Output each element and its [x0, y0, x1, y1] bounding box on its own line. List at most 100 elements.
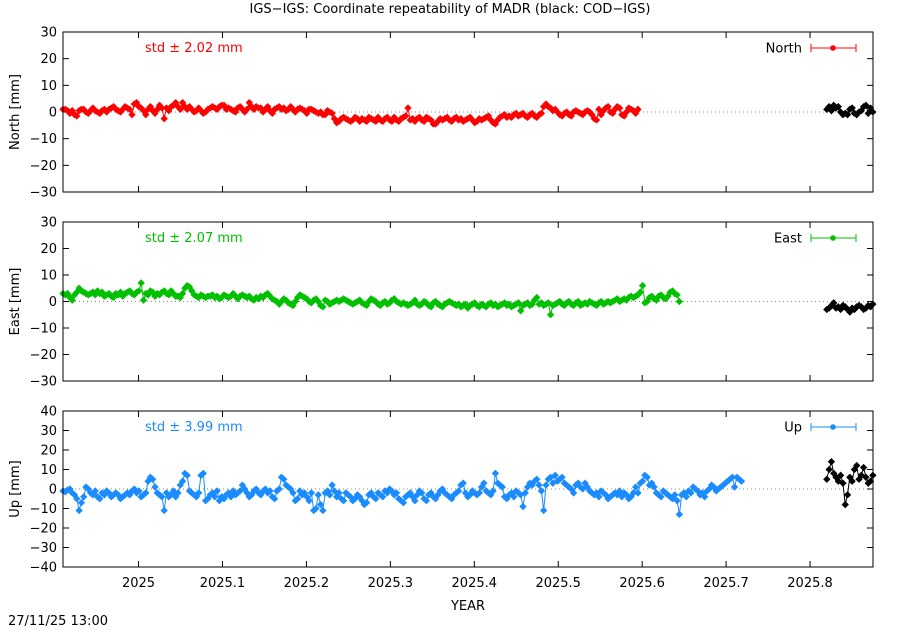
- data-point: [151, 483, 159, 491]
- data-point: [392, 489, 401, 497]
- data-point: [823, 475, 831, 483]
- data-point: [638, 281, 647, 290]
- data-point: [592, 116, 601, 124]
- data-point: [643, 473, 651, 481]
- data-point: [195, 489, 203, 497]
- data-point: [673, 497, 681, 505]
- y-tick-label: 10: [40, 269, 57, 284]
- plot-frame: [62, 221, 874, 382]
- data-point: [459, 479, 467, 487]
- data-point: [836, 471, 845, 480]
- data-point: [631, 483, 640, 491]
- data-point: [128, 110, 136, 119]
- y-tick-label: −20: [30, 159, 57, 174]
- data-point: [537, 487, 546, 495]
- data-point: [73, 495, 81, 503]
- data-point: [595, 493, 603, 501]
- y-tick-label: 30: [40, 26, 57, 41]
- data-point: [326, 491, 334, 499]
- data-point: [280, 475, 288, 483]
- x-tick-label: 2025.7: [703, 576, 749, 591]
- data-point: [848, 477, 856, 485]
- y-tick-label: −10: [30, 322, 57, 337]
- data-point: [687, 489, 695, 497]
- data-point: [91, 487, 99, 495]
- x-tick-label: 2025.2: [284, 576, 330, 591]
- y-tick-label: 40: [40, 405, 57, 420]
- y-tick-label: −30: [30, 541, 57, 556]
- data-point: [312, 504, 320, 513]
- data-point: [142, 110, 150, 119]
- y-axis-label: East [mm]: [8, 268, 23, 336]
- data-point: [266, 487, 274, 495]
- data-point: [636, 288, 644, 296]
- data-point: [316, 500, 325, 509]
- y-axis-label: North [mm]: [8, 74, 23, 150]
- data-point: [542, 481, 550, 489]
- legend-marker: [830, 235, 836, 241]
- data-point: [558, 473, 566, 481]
- data-point: [158, 493, 166, 501]
- std-annotation: std ± 2.07 mm: [145, 231, 243, 246]
- y-tick-label: −30: [30, 186, 57, 201]
- data-point: [328, 481, 336, 489]
- data-point: [314, 491, 322, 499]
- data-point: [853, 461, 861, 470]
- data-point: [650, 483, 658, 491]
- data-point: [174, 489, 182, 497]
- data-point: [411, 497, 419, 505]
- data-point: [372, 495, 380, 503]
- data-point: [546, 311, 555, 319]
- y-tick-label: 20: [40, 52, 57, 67]
- data-point: [160, 114, 168, 123]
- data-point: [178, 477, 187, 485]
- data-point: [362, 498, 371, 507]
- y-tick-label: 10: [40, 79, 57, 94]
- data-point: [135, 287, 143, 295]
- data-point: [859, 463, 868, 472]
- data-point: [728, 473, 736, 481]
- y-tick-label: −40: [30, 561, 57, 576]
- legend-label: North: [766, 42, 802, 57]
- data-point: [335, 489, 343, 497]
- y-tick-label: −20: [30, 522, 57, 537]
- data-point: [199, 469, 207, 478]
- legend-label: East: [774, 232, 802, 247]
- data-point: [73, 112, 81, 120]
- panel-north: 30 20 10 0 −10 −20 −30 North [mm] std ± 2.02 mm N…: [8, 26, 877, 201]
- data-point: [480, 479, 488, 487]
- data-point: [275, 485, 283, 493]
- data-point: [830, 299, 838, 307]
- series-east: [59, 279, 684, 319]
- data-point: [96, 495, 104, 503]
- data-point: [519, 502, 527, 511]
- x-tick-label: 2025: [122, 576, 155, 591]
- plot-frame: [62, 410, 874, 568]
- data-point: [540, 506, 548, 515]
- data-point: [498, 483, 506, 491]
- y-tick-label: 30: [40, 216, 57, 231]
- data-point: [213, 487, 221, 495]
- data-point: [319, 303, 327, 311]
- x-tick-label: 2025.6: [619, 576, 665, 591]
- data-point: [149, 475, 157, 483]
- data-point: [399, 498, 408, 507]
- data-point: [475, 489, 483, 497]
- y-tick-label: −30: [30, 375, 57, 390]
- std-annotation: std ± 3.99 mm: [145, 420, 243, 435]
- data-point: [535, 481, 543, 489]
- data-point: [839, 479, 847, 487]
- y-tick-label: 0: [49, 295, 57, 310]
- series-cod-igs: [823, 458, 877, 509]
- data-point: [657, 493, 665, 501]
- x-tick-label: 2025.1: [200, 576, 246, 591]
- series-north: [59, 98, 642, 128]
- y-tick-label: 30: [40, 424, 57, 439]
- y-tick-label: −20: [30, 348, 57, 363]
- data-point: [137, 279, 145, 287]
- data-point: [551, 471, 559, 480]
- x-tick-label: 2025.4: [452, 576, 498, 591]
- data-point: [454, 487, 463, 495]
- y-tick-label: 0: [49, 106, 57, 121]
